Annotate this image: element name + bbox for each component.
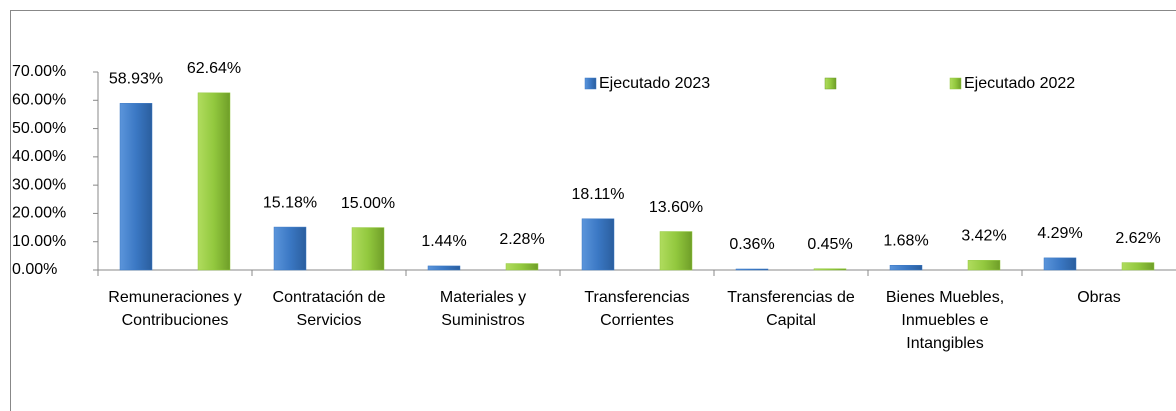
x-tick-label: Bienes Muebles, Inmuebles e Intangibles bbox=[885, 289, 1005, 352]
x-tick-label: Transferencias Corrientes bbox=[584, 289, 690, 329]
data-label: 18.11% bbox=[571, 186, 624, 203]
data-label: 2.62% bbox=[1115, 230, 1160, 247]
chart-border bbox=[10, 10, 1176, 411]
bar bbox=[813, 268, 847, 271]
data-label: 13.60% bbox=[649, 199, 703, 216]
data-label: 2.28% bbox=[499, 231, 544, 248]
bar bbox=[197, 92, 231, 271]
y-tick-label: 20.00% bbox=[12, 205, 66, 222]
legend-label: Ejecutado 2022 bbox=[964, 75, 1075, 92]
bar bbox=[659, 231, 693, 271]
data-label: 1.44% bbox=[421, 233, 466, 250]
data-label: 15.18% bbox=[263, 194, 317, 211]
legend-swatch bbox=[584, 77, 597, 90]
y-tick-label: 50.00% bbox=[12, 120, 66, 137]
legend-swatch bbox=[949, 77, 962, 90]
data-label: 4.29% bbox=[1037, 225, 1082, 242]
x-tick-label: Contratación de Servicios bbox=[272, 289, 386, 329]
bar bbox=[889, 264, 923, 271]
bar bbox=[1043, 257, 1077, 271]
y-tick-label: 60.00% bbox=[12, 92, 66, 109]
y-tick-label: 40.00% bbox=[12, 148, 66, 165]
data-label: 0.36% bbox=[729, 236, 774, 253]
data-label: 0.45% bbox=[807, 236, 852, 253]
bar bbox=[273, 226, 307, 271]
bar bbox=[505, 263, 539, 271]
y-tick-label: 30.00% bbox=[12, 176, 66, 193]
data-label: 58.93% bbox=[109, 71, 163, 88]
x-tick-label: Materiales y Suministros bbox=[439, 289, 527, 329]
data-label: 1.68% bbox=[883, 232, 928, 249]
bar bbox=[351, 227, 385, 271]
y-tick-label: 70.00% bbox=[12, 63, 66, 80]
y-tick-label: 0.00% bbox=[12, 261, 57, 278]
y-tick-label: 10.00% bbox=[12, 233, 66, 250]
x-tick-label: Obras bbox=[1077, 289, 1121, 306]
bar bbox=[735, 268, 769, 271]
legend-label: Ejecutado 2023 bbox=[599, 75, 710, 92]
data-label: 3.42% bbox=[961, 228, 1006, 245]
x-tick-label: Remuneraciones y Contribuciones bbox=[108, 289, 242, 329]
x-tick-label: Transferencias de Capital bbox=[727, 289, 855, 329]
bar bbox=[119, 103, 153, 271]
bar bbox=[967, 260, 1001, 271]
bar bbox=[1121, 262, 1155, 271]
legend-swatch bbox=[824, 77, 837, 90]
bar bbox=[427, 265, 461, 271]
bar bbox=[581, 218, 615, 271]
data-label: 62.64% bbox=[187, 60, 241, 77]
data-label: 15.00% bbox=[341, 195, 395, 212]
